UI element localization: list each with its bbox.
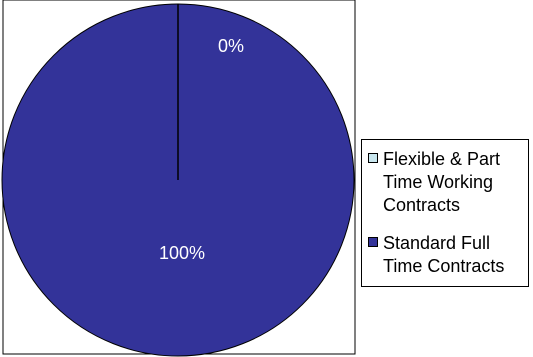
data-label-1: 100% [159,243,205,263]
legend-swatch-standard [368,237,378,247]
legend-label-standard: Standard Full Time Contracts [383,233,505,276]
legend-label-flexible: Flexible & Part Time Working Contracts [383,149,501,215]
legend-swatch-flexible [368,153,378,163]
pie-slices [1,3,355,357]
legend-item-flexible: Flexible & Part Time Working Contracts [368,148,531,217]
pie-data-labels: 0% 100% [159,36,244,263]
data-label-0: 0% [218,36,244,56]
legend-item-standard: Standard Full Time Contracts [368,232,531,278]
legend: Flexible & Part Time Working Contracts S… [361,139,529,287]
